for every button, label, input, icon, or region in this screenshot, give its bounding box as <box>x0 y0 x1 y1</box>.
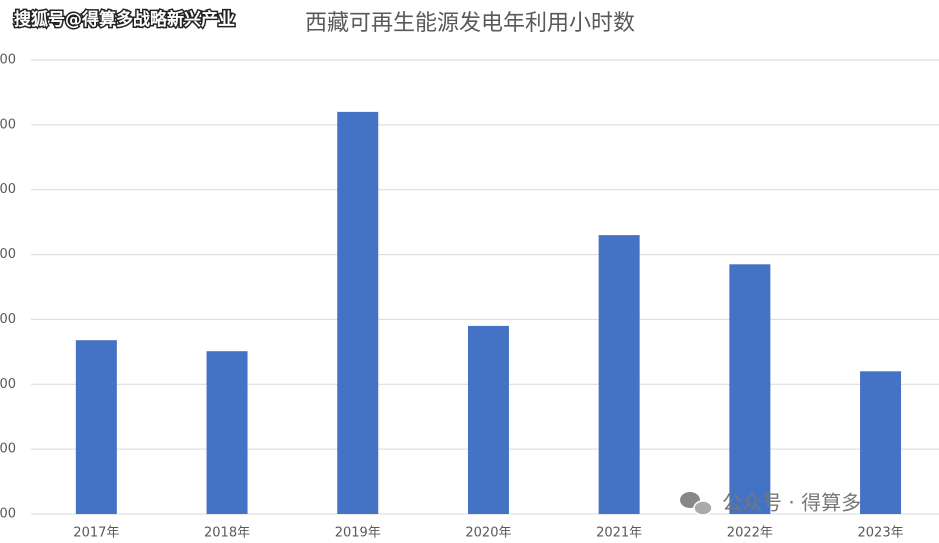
bar <box>729 264 771 514</box>
watermark: 搜狐号@得算多战略新兴产业 <box>14 9 235 30</box>
y-tick-label: 900 <box>0 182 16 197</box>
y-tick-label: 800 <box>0 247 16 262</box>
wechat-icon <box>680 492 713 516</box>
y-tick-label: 500 <box>0 442 16 457</box>
watermark: 公众号 · 得算多 <box>722 491 861 515</box>
x-tick-label: 2022年 <box>727 526 773 541</box>
x-tick-label: 2021年 <box>596 526 642 541</box>
bar <box>75 340 117 514</box>
bar <box>467 325 509 514</box>
x-tick-label: 2017年 <box>73 526 119 541</box>
y-tick-label: 700 <box>0 312 16 327</box>
chart-title: 西藏可再生能源发电年利用小时数 <box>305 11 635 36</box>
bar <box>337 111 379 514</box>
bar <box>206 351 248 514</box>
x-tick-label: 2023年 <box>858 526 904 541</box>
x-tick-label: 2020年 <box>465 526 511 541</box>
y-tick-label: 600 <box>0 377 16 392</box>
bar <box>598 235 640 514</box>
x-tick-label: 2019年 <box>335 526 381 541</box>
y-tick-label: 1100 <box>0 53 16 68</box>
y-tick-label: 400 <box>0 507 16 522</box>
bar <box>860 371 902 514</box>
y-tick-label: 1000 <box>0 117 16 132</box>
x-tick-label: 2018年 <box>204 526 250 541</box>
